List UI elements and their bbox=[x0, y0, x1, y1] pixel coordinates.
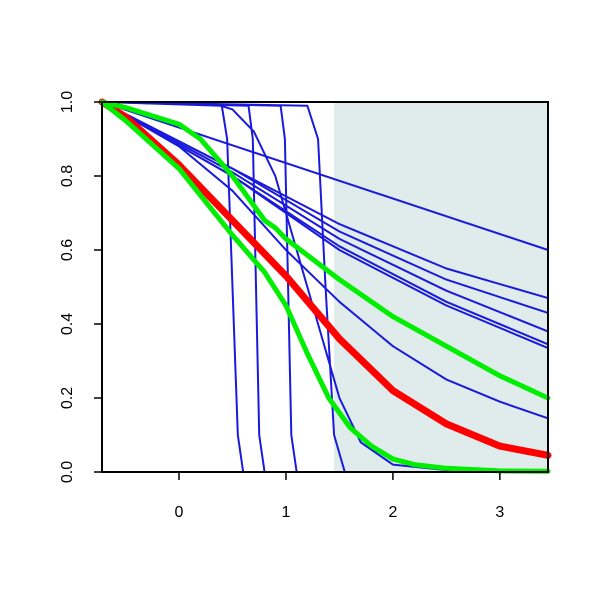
series-line-blue-7 bbox=[101, 101, 549, 314]
series-line-blue-10 bbox=[101, 101, 549, 350]
x-tick-label: 0 bbox=[175, 504, 184, 521]
series-layer bbox=[98, 98, 552, 474]
series-line-blue-11 bbox=[101, 101, 549, 420]
y-tick-label: 0.0 bbox=[59, 461, 76, 483]
series-line-green-13 bbox=[99, 99, 551, 401]
y-tick-label: 1.0 bbox=[59, 91, 76, 113]
axes-layer: 0 1 2 3 0.0 0.2 0.4 0.6 0.8 1.0 bbox=[59, 91, 549, 521]
series-line-blue-4 bbox=[101, 101, 549, 473]
series-line-blue-8 bbox=[101, 101, 549, 333]
series-line-red-12 bbox=[98, 98, 552, 459]
y-tick-label: 0.6 bbox=[59, 239, 76, 261]
plot-frame bbox=[101, 101, 549, 473]
series-line-green-14 bbox=[99, 99, 551, 474]
y-tick-label: 0.8 bbox=[59, 165, 76, 187]
series-line-blue-5 bbox=[101, 101, 549, 251]
x-tick-label: 3 bbox=[495, 504, 504, 521]
x-tick-label: 2 bbox=[388, 504, 397, 521]
y-tick-label: 0.2 bbox=[59, 387, 76, 409]
y-tick-label: 0.4 bbox=[59, 313, 76, 335]
x-tick-label: 1 bbox=[282, 504, 291, 521]
